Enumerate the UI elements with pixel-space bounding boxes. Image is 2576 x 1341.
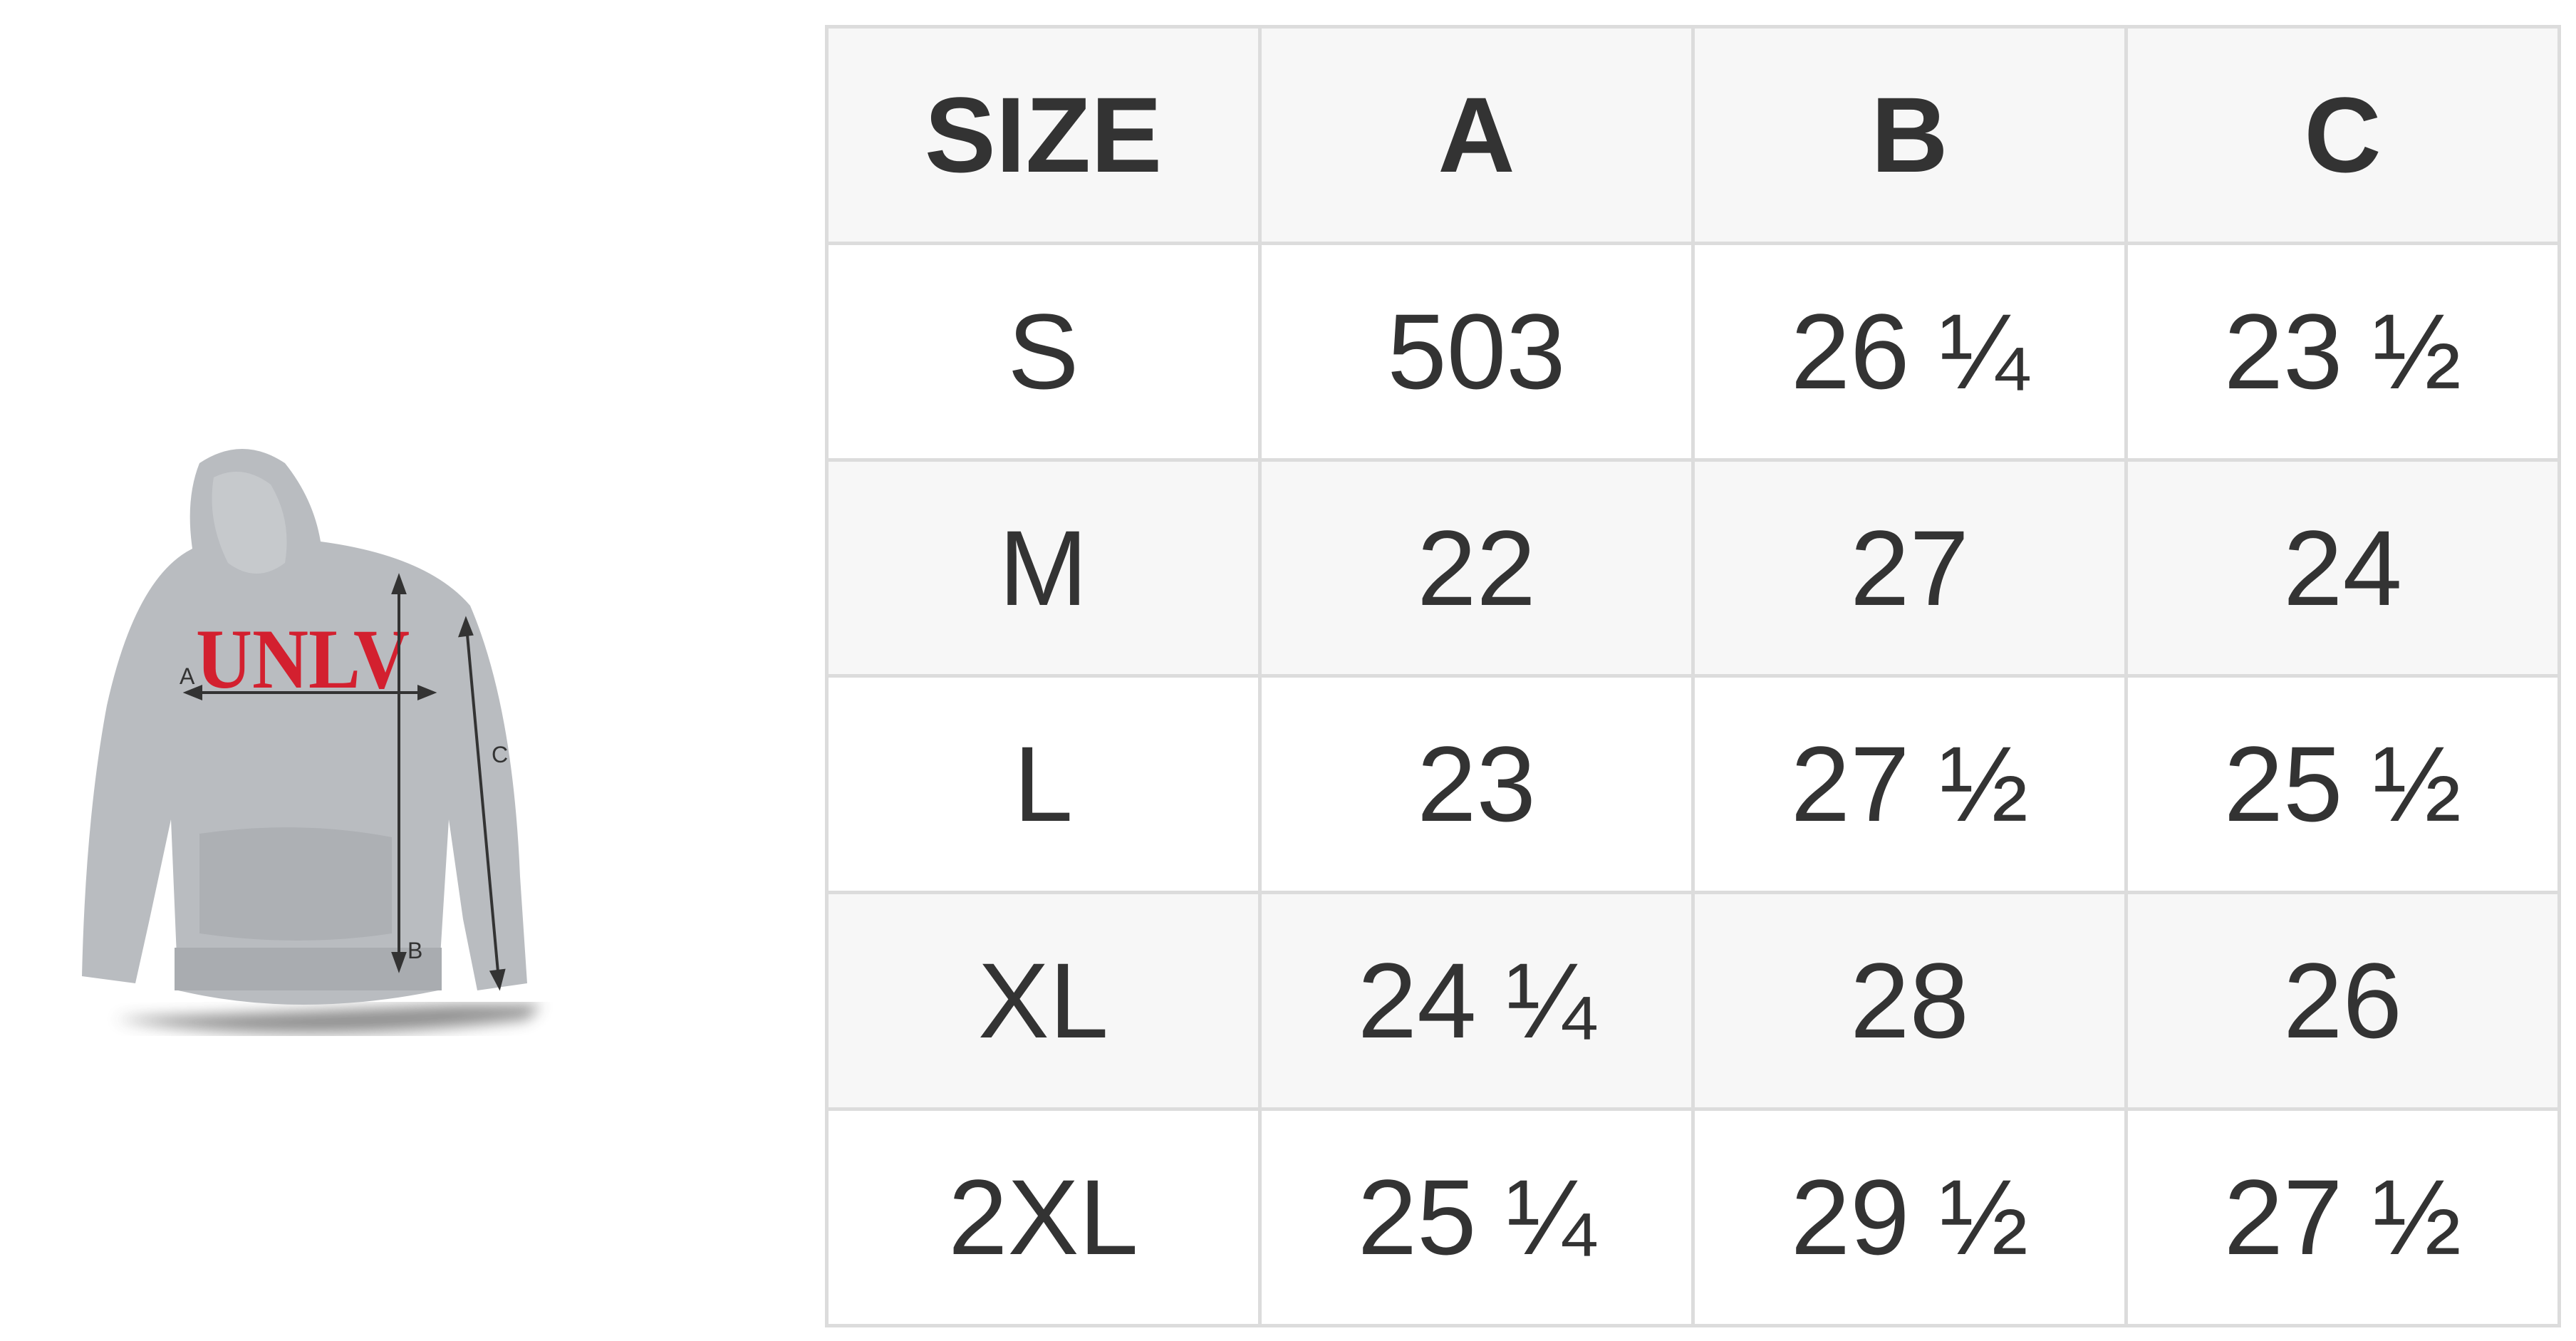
header-a: A (1258, 25, 1695, 245)
a-cell: 22 (1258, 457, 1695, 678)
c-cell: 27 ½ (2124, 1107, 2561, 1327)
header-c: C (2124, 25, 2561, 245)
table-row: 2XL 25 ¼ 29 ½ 27 ½ (825, 1107, 2561, 1327)
header-size: SIZE (825, 25, 1262, 245)
size-cell: L (825, 674, 1262, 895)
b-cell: 26 ¼ (1691, 241, 2128, 462)
table-row: XL 24 ¼ 28 26 (825, 891, 2561, 1112)
hoodie-measurement-image: UNLV A B C (82, 449, 541, 1033)
header-row: SIZE A B C (825, 25, 2561, 245)
a-cell: 503 (1258, 241, 1695, 462)
b-cell: 27 ½ (1691, 674, 2128, 895)
a-cell: 24 ¼ (1258, 891, 1695, 1112)
c-cell: 26 (2124, 891, 2561, 1112)
label-b: B (407, 938, 422, 963)
size-chart-table: SIZE A B C S 503 26 ¼ 23 ½ M 22 27 24 L … (825, 25, 2561, 1327)
hoodie-graphic-text: UNLV (196, 611, 410, 706)
size-cell: M (825, 457, 1262, 678)
a-cell: 25 ¼ (1258, 1107, 1695, 1327)
label-a: A (180, 663, 195, 689)
hoodie-body (82, 449, 527, 1005)
c-cell: 24 (2124, 457, 2561, 678)
table-row: M 22 27 24 (825, 457, 2561, 678)
table-row: L 23 27 ½ 25 ½ (825, 674, 2561, 895)
measurement-arrows (182, 573, 506, 991)
size-cell: 2XL (825, 1107, 1262, 1327)
size-cell: S (825, 241, 1262, 462)
b-cell: 28 (1691, 891, 2128, 1112)
c-cell: 23 ½ (2124, 241, 2561, 462)
a-cell: 23 (1258, 674, 1695, 895)
label-c: C (492, 742, 508, 767)
b-cell: 29 ½ (1691, 1107, 2128, 1327)
header-b: B (1691, 25, 2128, 245)
c-cell: 25 ½ (2124, 674, 2561, 895)
b-cell: 27 (1691, 457, 2128, 678)
table-row: S 503 26 ¼ 23 ½ (825, 241, 2561, 462)
size-cell: XL (825, 891, 1262, 1112)
